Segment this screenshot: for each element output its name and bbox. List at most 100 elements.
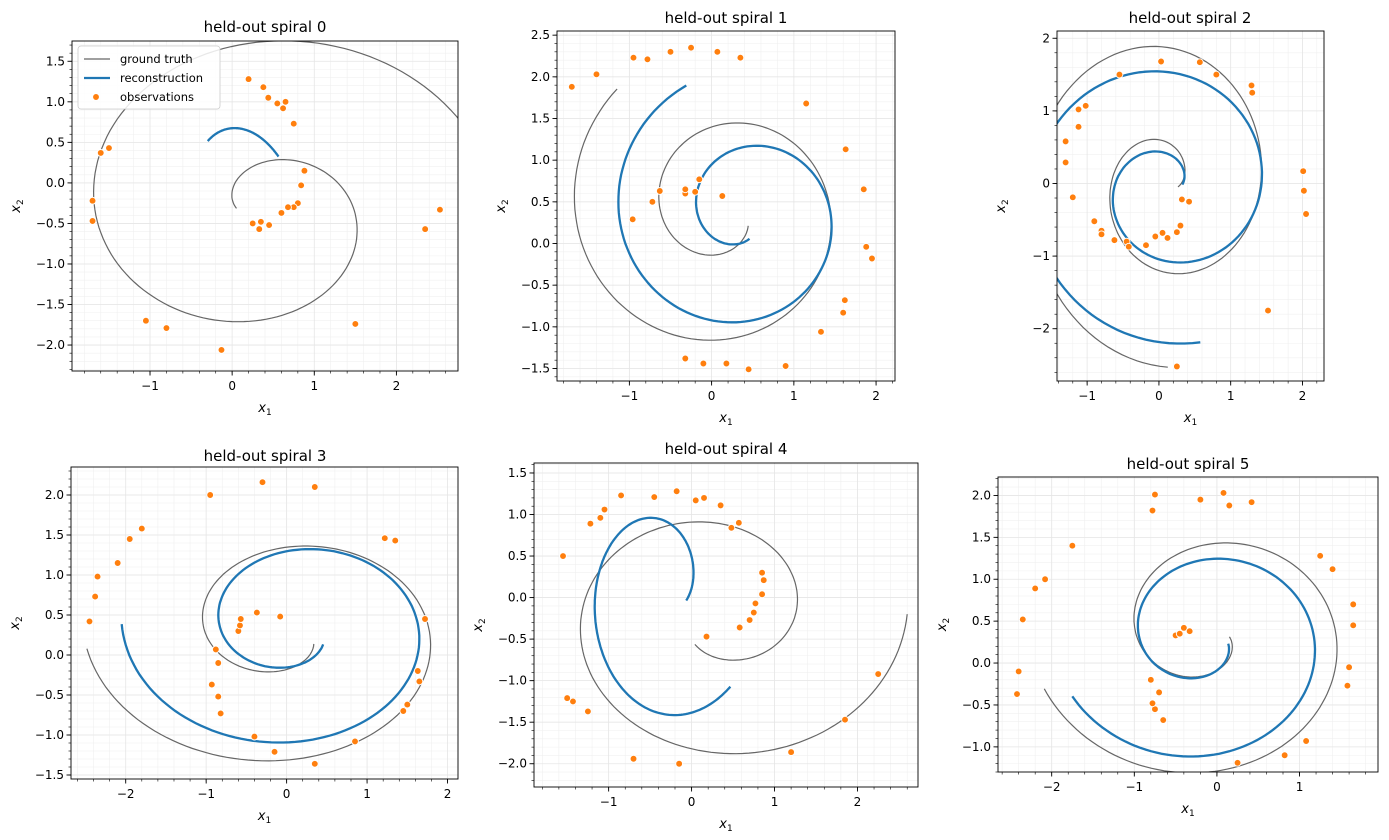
observation-point [105,144,113,152]
observation-point [666,47,675,56]
y-axis-label: x2 [9,199,26,213]
x-tick-label: −1 [1078,389,1096,403]
observation-point [1061,137,1070,146]
panel-4: −1 0 1 2 −2.0 −1.5 −1.0 −0.5 0.0 0.5 1.0 1.5 held-ou… [471,440,919,834]
x-tick-label: −2 [1043,780,1061,794]
observation-point [699,359,708,368]
observation-point [1233,758,1242,767]
y-tick-label: 1.0 [46,95,65,109]
observation-point [1328,565,1337,574]
y-tick-label: −1.5 [35,768,64,782]
observation-point [300,166,309,175]
y-tick-label: −0.5 [498,632,527,646]
panel-title: held-out spiral 5 [1127,455,1250,473]
observation-point [421,225,429,233]
observation-point [259,83,268,92]
y-tick-label: 1.5 [972,530,991,544]
x-tick-label: 2 [393,379,401,393]
observation-point [584,707,592,716]
y-axis-label: x2 [994,199,1011,213]
observation-point [1349,621,1358,630]
observation-point [207,680,216,689]
observation-point [351,320,360,328]
observation-point [1195,58,1204,67]
observation-point [675,759,683,768]
observation-point [1302,737,1310,745]
observation-point [310,759,319,768]
panel-1: −1 0 1 2 −1.5 −1.0 −0.5 0.0 0.5 1.0 1.5 2.0 2.5 held-… [494,9,896,428]
observation-point [650,493,659,501]
x-tick-label: 0 [283,787,291,801]
observation-point [88,196,97,205]
observation-point [567,82,576,91]
y-axis-label: x2 [935,618,952,632]
observation-point [700,494,708,502]
y-tick-label: 0.5 [508,549,527,563]
observation-point [841,145,850,154]
observation-point [1185,627,1194,636]
observation-point [648,197,657,206]
observation-point [206,491,215,499]
observation-point [758,590,766,599]
x-tick-label: −2 [117,787,135,801]
observation-point [596,513,605,522]
observation-point [744,365,753,374]
observation-point [1110,236,1119,244]
observation-point [236,621,244,630]
panel-3: −2 −1 0 1 2 −1.5 −1.0 −0.5 0.0 0.5 1.0 1.5 2.0 held-o… [8,447,459,826]
observation-point [415,677,424,686]
observation-point [250,732,259,741]
observation-point [727,523,736,532]
observation-point [162,324,171,332]
observation-point [1081,101,1090,110]
y-tick-label: −1.0 [36,257,65,271]
observation-point [718,192,727,200]
x-axis-label: x1 [1180,802,1194,819]
reconstruction-line [617,84,833,324]
legend-label: observations [120,90,194,104]
observation-point [214,659,223,667]
y-tick-label: 0.5 [972,614,991,628]
observation-point [137,524,146,533]
y-tick-label: 1.5 [531,112,550,126]
observation-point [643,55,652,64]
y-tick-label: 1.0 [972,572,991,586]
observation-point [1247,81,1256,90]
series-area [85,478,432,768]
observation-point [380,534,389,543]
y-tick-label: 0.0 [45,648,64,662]
observation-point [716,501,725,510]
x-axis-label: x1 [1183,411,1197,428]
x-tick-label: −1 [1125,780,1143,794]
observation-point [399,707,408,715]
observation-point [216,709,225,718]
y-tick-label: 2.0 [972,488,991,502]
observation-point [281,97,290,106]
observation-point [1013,690,1021,698]
axes-frame [1056,30,1325,382]
y-tick-label: 2.5 [531,28,550,42]
y-tick-label: −1.0 [962,740,991,754]
observation-point [273,99,282,108]
ground-truth-line [579,521,908,755]
x-axis-label: x1 [718,411,732,428]
y-tick-label: 0.0 [46,176,65,190]
observation-point [1155,688,1163,697]
observation-point [297,181,305,190]
observation-point [258,478,267,487]
panel-5: −2 −1 0 1 −1.0 −0.5 0.0 0.5 1.0 1.5 2.0 held-out sp… [935,455,1379,819]
observation-point [1151,490,1159,499]
observation-point [802,99,811,108]
x-tick-label: 2 [444,787,452,801]
legend-label: ground truth [120,52,193,66]
observation-point [1148,699,1157,708]
observation-point [749,608,758,617]
observation-point [1115,70,1124,79]
observation-point [1316,551,1325,560]
observation-point [1014,667,1023,676]
series-area [1057,45,1310,371]
observation-point [88,217,97,225]
observation-point [279,104,287,113]
x-tick-label: 0 [228,379,236,393]
observation-point [351,737,359,746]
